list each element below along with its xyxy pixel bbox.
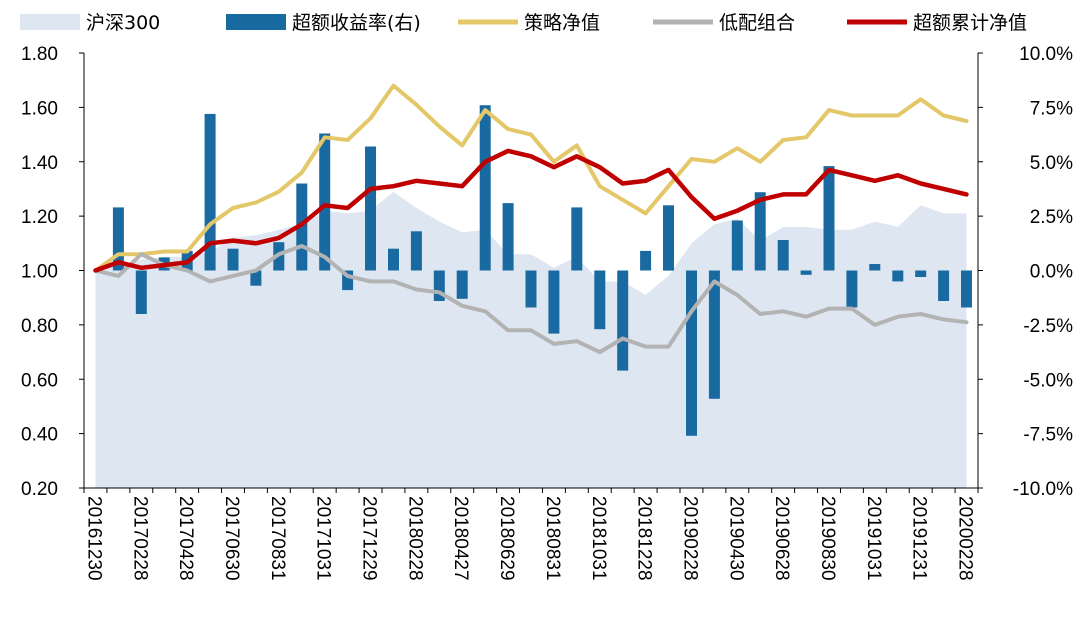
bar-20170630 (227, 248, 239, 271)
legend-swatch (20, 14, 80, 30)
bar-20190830 (823, 166, 835, 271)
left-tick-label: 0.20 (21, 479, 58, 500)
x-tick-label: 20191031 (863, 496, 884, 581)
right-axis-ticks: -10.0% -7.5% -5.0% -2.5% 0.0% 2.5% 5.0% 7.5% 10.… (978, 44, 1073, 500)
bar-20170731 (250, 270, 262, 286)
right-tick-label: 5.0% (1030, 153, 1073, 174)
line-layer (93, 83, 969, 355)
legend-item-低配组合: 低配组合 (653, 12, 795, 34)
left-tick-label: 1.40 (21, 153, 58, 174)
x-tick-label: 20170630 (221, 496, 242, 581)
bar-20190930 (846, 270, 858, 308)
x-tick-label: 20190228 (680, 496, 701, 581)
x-tick-label: 20161230 (84, 496, 105, 581)
bar-20180131 (388, 248, 399, 271)
x-tick-label: 20170228 (129, 496, 150, 581)
bar-20170228 (135, 270, 147, 314)
bar-20180629 (502, 203, 514, 271)
x-axis-ticks: 20161230 20170228 20170428 20170630 20170831… (83, 488, 979, 581)
bar-20190628 (777, 240, 789, 271)
x-tick-label: 20190430 (725, 496, 746, 581)
legend-item-策略净值: 策略净值 (458, 12, 600, 34)
bar-layer (112, 105, 972, 436)
legend-label: 超额收益率(右) (292, 12, 421, 34)
line-超额累计净值 (93, 148, 969, 273)
bar-20190131 (663, 205, 674, 271)
bar-20180731 (525, 270, 537, 308)
left-tick-label: 1.80 (21, 44, 58, 65)
bar-20190430 (731, 220, 743, 271)
right-tick-label: -7.5% (1023, 425, 1073, 446)
x-tick-label: 20190830 (817, 496, 838, 581)
area-沪深300 (95, 191, 967, 488)
right-tick-label: 7.5% (1030, 98, 1073, 119)
legend-label: 策略净值 (524, 12, 600, 34)
bar-20180928 (571, 207, 583, 271)
bar-20200123 (938, 270, 950, 301)
right-tick-label: 2.5% (1030, 207, 1073, 228)
x-tick-label: 20170428 (175, 496, 196, 581)
left-tick-label: 0.60 (21, 370, 58, 391)
left-tick-label: 0.40 (21, 425, 58, 446)
bar-20180330 (433, 270, 445, 301)
left-tick-label: 1.60 (21, 98, 58, 119)
x-tick-label: 20180228 (404, 496, 425, 581)
legend-item-超额收益率右: 超额收益率(右) (226, 12, 421, 34)
bar-20190329 (708, 270, 720, 399)
bar-20191031 (869, 264, 881, 271)
x-tick-label: 20170831 (267, 496, 288, 581)
legend-label: 超额累计净值 (913, 12, 1027, 34)
bar-20180531 (479, 105, 491, 271)
legend-item-超额累计净值: 超额累计净值 (847, 12, 1027, 34)
legend: 沪深300 超额收益率(右) 策略净值 低配组合 超额累计净值 (20, 12, 1027, 34)
legend-swatch (226, 14, 286, 30)
right-tick-label: -5.0% (1023, 370, 1073, 391)
x-tick-label: 20171031 (313, 496, 334, 581)
x-tick-label: 20190628 (771, 496, 792, 581)
bar-20170531 (204, 113, 216, 271)
bar-20170929 (296, 183, 308, 271)
x-tick-label: 20180427 (450, 496, 471, 581)
bar-20190731 (800, 270, 812, 275)
area-layer (95, 191, 967, 488)
x-tick-label: 20200228 (955, 496, 976, 581)
right-tick-label: -2.5% (1023, 316, 1073, 337)
bar-20171130 (342, 270, 354, 291)
legend-item-沪深300: 沪深300 (20, 12, 160, 34)
bar-20180228 (410, 231, 422, 271)
x-tick-label: 20171229 (359, 496, 380, 581)
left-tick-label: 0.80 (21, 316, 58, 337)
legend-label: 沪深300 (86, 12, 160, 34)
bar-20200228 (961, 270, 972, 308)
x-tick-label: 20180831 (542, 496, 563, 581)
bar-20180831 (548, 270, 560, 334)
bar-20180427 (456, 270, 468, 299)
left-tick-label: 1.20 (21, 207, 58, 228)
bar-20170126 (112, 207, 124, 271)
bar-20181031 (594, 270, 606, 330)
left-axis-ticks: 0.20 0.40 0.60 0.80 1.00 1.20 1.40 1.60 1.80 (21, 44, 84, 500)
bar-20171031 (319, 133, 331, 271)
x-tick-label: 20181031 (588, 496, 609, 581)
right-tick-label: -10.0% (1013, 479, 1073, 500)
bar-20191231 (915, 270, 927, 277)
line-低配组合 (93, 244, 969, 355)
right-tick-label: 10.0% (1019, 44, 1073, 65)
bar-20171229 (365, 146, 376, 271)
x-tick-label: 20181228 (634, 496, 655, 581)
left-tick-label: 1.00 (21, 262, 58, 283)
bar-20191129 (892, 270, 904, 282)
bar-20181228 (640, 250, 652, 271)
x-tick-label: 20180629 (496, 496, 517, 581)
line-策略净值 (93, 83, 969, 273)
bar-20181130 (617, 270, 629, 371)
right-tick-label: 0.0% (1030, 262, 1073, 283)
bar-20190531 (754, 192, 766, 271)
legend-label: 低配组合 (719, 12, 795, 34)
x-tick-label: 20191231 (909, 496, 930, 581)
bar-20190228 (686, 270, 697, 436)
